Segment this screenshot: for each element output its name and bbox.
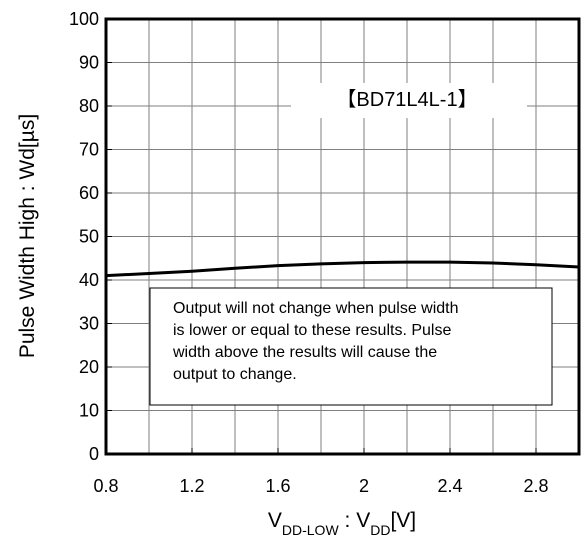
y-tick-label: 90	[79, 53, 99, 73]
x-axis-label: VDD-LOW : VDD[V]	[268, 509, 416, 538]
y-tick-label: 30	[79, 314, 99, 334]
y-tick-label: 10	[79, 401, 99, 421]
x-axis-label-separator: :	[339, 509, 357, 532]
x-tick-label: 2.8	[523, 476, 548, 496]
x-tick-label: 0.8	[93, 476, 118, 496]
y-tick-label: 0	[89, 444, 99, 464]
y-tick-label: 20	[79, 357, 99, 377]
y-tick-label: 40	[79, 270, 99, 290]
y-axis-ticks: 0 10 20 30 40 50 60 70 80 90 100	[69, 9, 112, 464]
x-axis-label-main: V	[268, 509, 282, 532]
part-label-background	[291, 83, 527, 118]
y-tick-label: 80	[79, 96, 99, 116]
x-tick-label: 1.6	[265, 476, 290, 496]
note-layer: Output will not change when pulse width …	[149, 287, 553, 406]
y-tick-label: 60	[79, 183, 99, 203]
y-axis-label: Pulse Width High : Wd[µs]	[16, 114, 39, 358]
series-layer	[104, 260, 581, 278]
y-tick-label: 50	[79, 227, 99, 247]
annotation-layer: 【BD71L4L-1】	[291, 83, 527, 118]
note-line: output to change.	[173, 366, 297, 383]
x-axis-label-unit: [V]	[390, 509, 416, 532]
note-line: is lower or equal to these results. Puls…	[173, 322, 451, 339]
x-tick-label: 1.2	[179, 476, 204, 496]
x-tick-label: 2.4	[437, 476, 462, 496]
note-line: Output will not change when pulse width	[173, 300, 459, 317]
part-label: 【BD71L4L-1】	[336, 89, 477, 111]
x-tick-label: 2	[359, 476, 369, 496]
series-line	[104, 260, 581, 278]
x-axis-ticks: 0.8 1.2 1.6 2 2.4 2.8	[93, 448, 549, 496]
y-tick-label: 100	[69, 9, 99, 29]
x-axis-label-sub2: DD	[370, 522, 390, 538]
x-axis-label-sub: DD-LOW	[282, 522, 340, 538]
note-box	[149, 287, 553, 406]
note-line: width above the results will cause the	[172, 344, 437, 361]
x-axis-label-main2: V	[356, 509, 370, 532]
y-tick-label: 70	[79, 140, 99, 160]
